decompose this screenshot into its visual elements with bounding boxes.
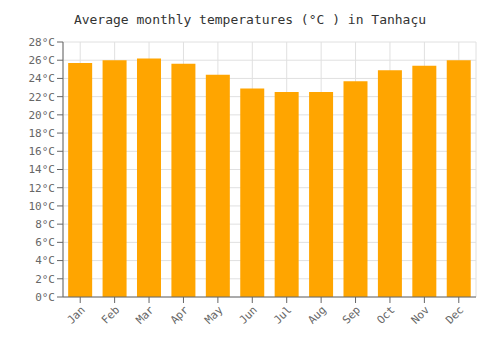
svg-text:Apr: Apr — [168, 303, 192, 327]
svg-text:10°C: 10°C — [29, 200, 56, 213]
svg-text:2°C: 2°C — [35, 273, 55, 286]
svg-text:6°C: 6°C — [35, 236, 55, 249]
svg-text:0°C: 0°C — [35, 291, 55, 304]
svg-text:Jul: Jul — [271, 303, 294, 326]
svg-text:Mar: Mar — [133, 303, 157, 327]
svg-text:8°C: 8°C — [35, 218, 55, 231]
svg-text:22°C: 22°C — [29, 91, 56, 104]
svg-text:28°C: 28°C — [29, 36, 56, 49]
svg-text:20°C: 20°C — [29, 109, 56, 122]
svg-text:26°C: 26°C — [29, 54, 56, 67]
html-text:Average monthly temperatures (: Average monthly temperatures (°C ) in Ta… — [73, 12, 427, 27]
svg-text:14°C: 14°C — [29, 163, 56, 176]
svg-text:Jun: Jun — [237, 303, 260, 326]
svg-text:Nov: Nov — [409, 303, 433, 327]
svg-text:24°C: 24°C — [29, 72, 56, 85]
svg-text:18°C: 18°C — [29, 127, 56, 140]
svg-text:12°C: 12°C — [29, 182, 56, 195]
svg-text:Dec: Dec — [443, 303, 466, 326]
svg-text:Sep: Sep — [340, 303, 363, 326]
svg-text:Feb: Feb — [99, 303, 122, 326]
svg-text:May: May — [202, 303, 226, 327]
svg-text:16°C: 16°C — [29, 145, 56, 158]
svg-text:Aug: Aug — [306, 303, 329, 326]
svg-text:4°C: 4°C — [35, 254, 55, 267]
svg-text:Jan: Jan — [65, 303, 88, 326]
svg-text:Oct: Oct — [374, 303, 397, 326]
